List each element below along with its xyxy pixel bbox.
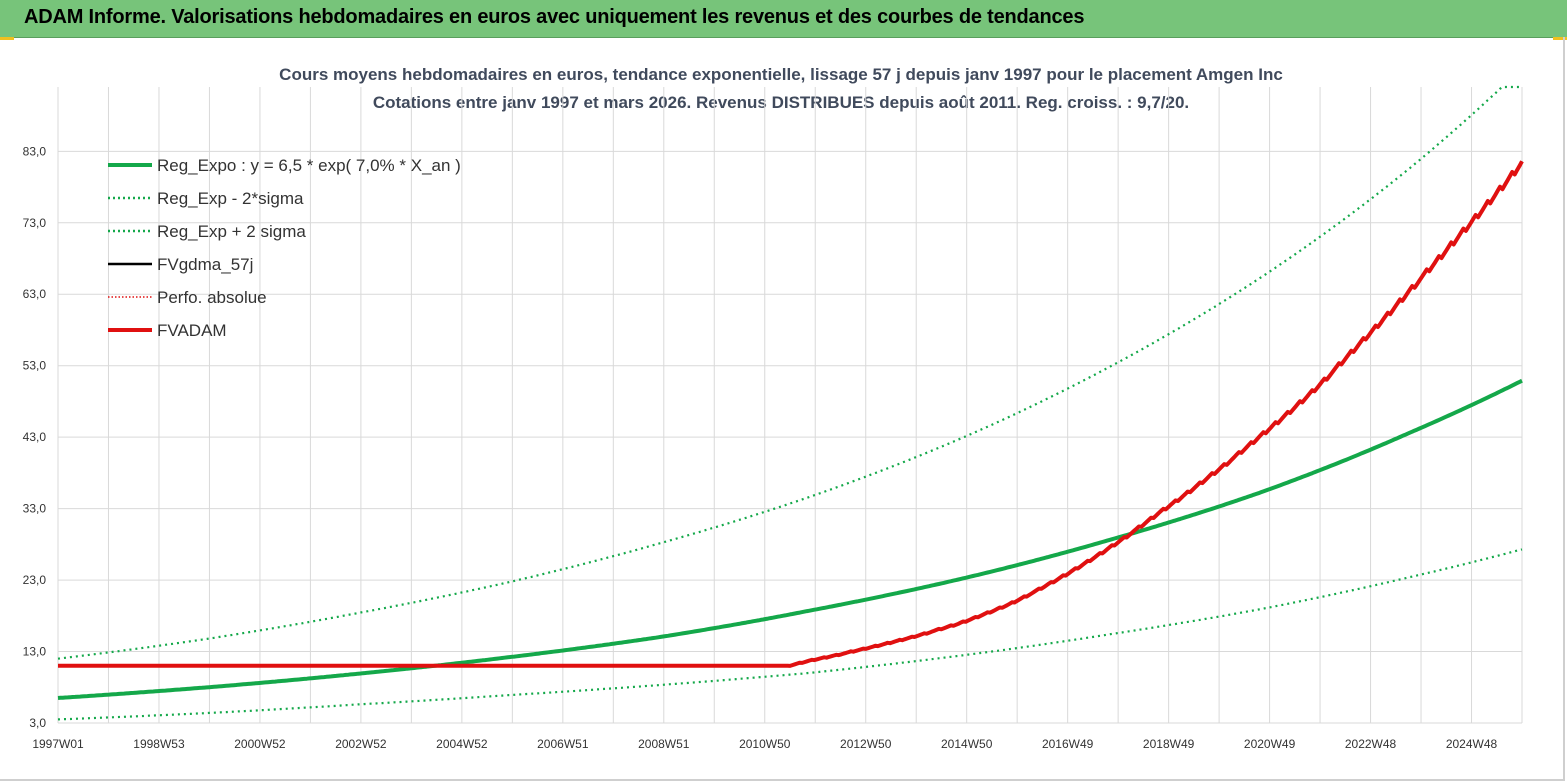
y-tick-label: 43,0	[23, 430, 47, 444]
x-tick-label: 2022W48	[1345, 737, 1397, 751]
x-tick-label: 2008W51	[638, 737, 690, 751]
report-banner: ADAM Informe. Valorisations hebdomadaire…	[0, 0, 1567, 38]
y-tick-label: 3,0	[29, 716, 46, 730]
x-tick-label: 2010W50	[739, 737, 791, 751]
series-reg-plus-2sigma	[57, 85, 1522, 660]
x-tick-label: 2016W49	[1042, 737, 1094, 751]
y-tick-label: 63,0	[23, 287, 47, 301]
x-tick-label: 2004W52	[436, 737, 488, 751]
x-tick-label: 2002W52	[335, 737, 387, 751]
report-title: ADAM Informe. Valorisations hebdomadaire…	[24, 6, 1085, 28]
series-layer	[57, 85, 1524, 721]
series-reg-expo	[57, 378, 1523, 700]
y-tick-label: 33,0	[23, 502, 47, 516]
legend-label: Perfo. absolue	[157, 288, 267, 307]
legend-label: FVADAM	[157, 321, 227, 340]
legend-label: FVgdma_57j	[157, 255, 253, 274]
x-axis-ticks: 1997W01 1998W53 2000W52 2002W52 2004W52 2006W…	[32, 737, 1497, 751]
x-tick-label: 1998W53	[133, 737, 185, 751]
chart-svg: Cours moyens hebdomadaires en euros, ten…	[23, 65, 1524, 751]
x-tick-label: 2012W50	[840, 737, 892, 751]
y-tick-label: 23,0	[23, 573, 47, 587]
corner-mark-left	[0, 37, 14, 40]
grid-lines	[57, 87, 1523, 724]
legend-label: Reg_Exp - 2*sigma	[157, 189, 304, 208]
x-tick-label: 2020W49	[1244, 737, 1296, 751]
chart-area: Cours moyens hebdomadaires en euros, ten…	[0, 37, 1565, 781]
y-tick-label: 83,0	[23, 144, 47, 158]
series-fvadam	[58, 160, 1524, 668]
legend-label: Reg_Exp + 2 sigma	[157, 222, 306, 241]
y-axis-ticks: 3,0 13,0 23,0 33,0 43,0 53,0 63,0 73,0 83,0	[23, 144, 47, 730]
y-tick-label: 73,0	[23, 216, 47, 230]
chart-subtitle: Cotations entre janv 1997 et mars 2026. …	[373, 93, 1189, 112]
corner-mark-right	[1553, 37, 1567, 40]
x-tick-label: 2006W51	[537, 737, 589, 751]
y-tick-label: 53,0	[23, 359, 47, 373]
chart-title: Cours moyens hebdomadaires en euros, ten…	[279, 65, 1283, 84]
legend: Reg_Expo : y = 6,5 * exp( 7,0% * X_an ) R…	[108, 156, 461, 340]
x-tick-label: 2000W52	[234, 737, 286, 751]
x-tick-label: 2014W50	[941, 737, 993, 751]
x-tick-label: 1997W01	[32, 737, 84, 751]
series-reg-minus-2sigma	[57, 548, 1523, 721]
legend-label: Reg_Expo : y = 6,5 * exp( 7,0% * X_an )	[157, 156, 461, 175]
x-tick-label: 2024W48	[1446, 737, 1498, 751]
x-tick-label: 2018W49	[1143, 737, 1195, 751]
y-tick-label: 13,0	[23, 645, 47, 659]
